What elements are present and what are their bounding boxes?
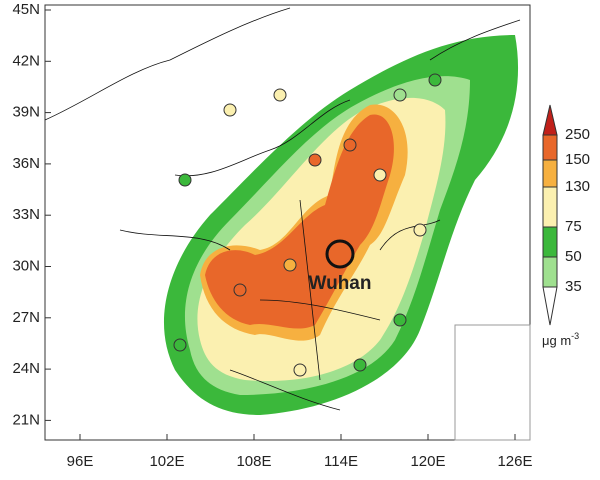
lat-label: 33N [12,206,40,223]
lon-label: 126E [497,453,532,470]
colorbar-segment [542,186,558,228]
pollution-zone-150 [205,114,394,329]
colorbar-cap [542,104,558,136]
lat-label: 27N [12,309,40,326]
colorbar-segment [542,159,558,188]
lon-label: 96E [67,453,94,470]
lat-label: 21N [12,411,40,428]
colorbar-unit: μg m-3 [542,331,579,348]
city-label: Wuhan [309,273,372,294]
unit-exp: -3 [571,331,579,341]
colorbar-label: 250 [565,126,590,143]
lat-label: 39N [12,104,40,121]
lat-label: 45N [12,1,40,18]
inset-map [454,324,531,441]
colorbar-segment [542,256,558,288]
colorbar-label: 130 [565,178,590,195]
lat-label: 30N [12,257,40,274]
lat-label: 42N [12,52,40,69]
lat-label: 24N [12,360,40,377]
colorbar-label: 35 [565,278,582,295]
unit: μg m [542,333,571,348]
colorbar-label: 75 [565,218,582,235]
city-marker [325,239,355,269]
lon-label: 102E [149,453,184,470]
boundary [44,7,521,411]
lon-label: 120E [410,453,445,470]
colorbar-cap [542,286,558,326]
lon-label: 114E [324,453,358,470]
lat-label: 36N [12,155,40,172]
colorbar-label: 50 [565,248,582,265]
colorbar-segment [542,134,558,161]
stations [173,73,442,377]
lon-label: 108E [236,453,271,470]
colorbar-label: 150 [565,151,590,168]
colorbar-segment [542,226,558,258]
